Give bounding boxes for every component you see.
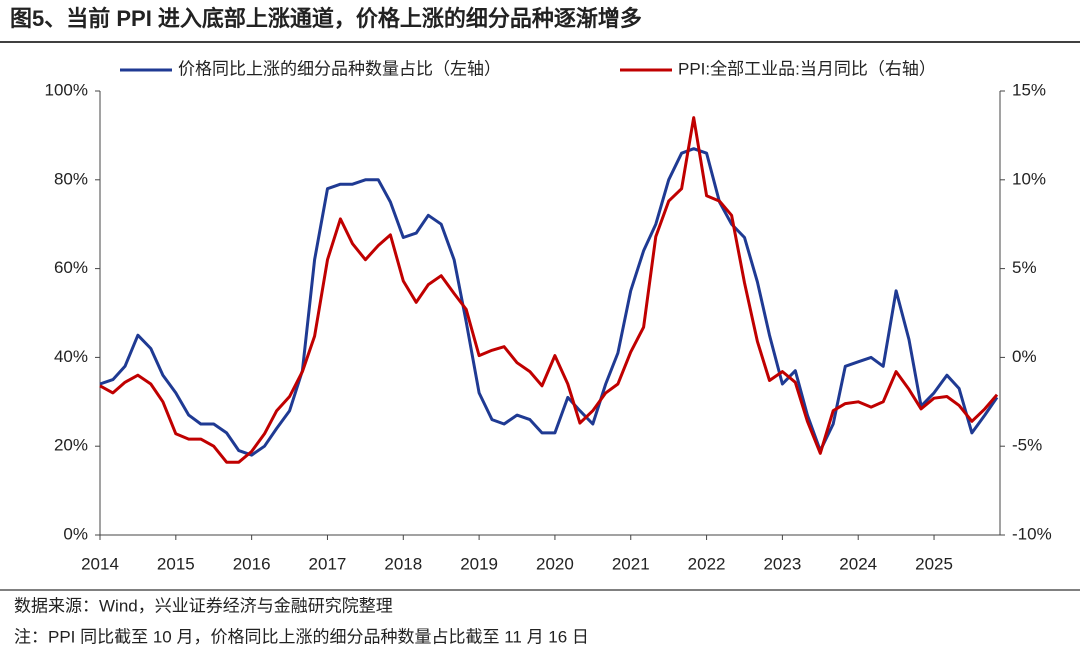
x-tick-label: 2020 bbox=[536, 554, 574, 573]
x-tick-label: 2021 bbox=[612, 554, 650, 573]
y2-tick-label: 5% bbox=[1012, 258, 1037, 277]
x-tick-label: 2018 bbox=[384, 554, 422, 573]
x-tick-label: 2023 bbox=[763, 554, 801, 573]
y2-tick-label: 10% bbox=[1012, 169, 1046, 188]
series-line bbox=[99, 116, 999, 464]
legend-label: 价格同比上涨的细分品种数量占比（左轴） bbox=[178, 59, 501, 78]
x-tick-label: 2015 bbox=[157, 554, 195, 573]
x-tick-label: 2017 bbox=[309, 554, 347, 573]
y2-tick-label: 15% bbox=[1012, 80, 1046, 99]
x-tick-label: 2016 bbox=[233, 554, 271, 573]
x-tick-label: 2022 bbox=[688, 554, 726, 573]
footnote: 注：PPI 同比截至 10 月，价格同比上涨的细分品种数量占比截至 11 月 1… bbox=[14, 627, 589, 646]
x-tick-label: 2025 bbox=[915, 554, 953, 573]
y-tick-label: 100% bbox=[45, 80, 88, 99]
y-tick-label: 40% bbox=[54, 347, 88, 366]
x-tick-label: 2019 bbox=[460, 554, 498, 573]
x-tick-label: 2024 bbox=[839, 554, 877, 573]
y2-tick-label: 0% bbox=[1012, 347, 1037, 366]
y-tick-label: 20% bbox=[54, 436, 88, 455]
series-line bbox=[99, 147, 999, 457]
source-note: 数据来源：Wind，兴业证券经济与金融研究院整理 bbox=[14, 596, 393, 615]
y-tick-label: 0% bbox=[63, 524, 88, 543]
y2-tick-label: -10% bbox=[1012, 524, 1052, 543]
legend-label: PPI:全部工业品:当月同比（右轴） bbox=[678, 59, 936, 78]
chart-title: 图5、当前 PPI 进入底部上涨通道，价格上涨的细分品种逐渐增多 bbox=[10, 6, 642, 31]
y-tick-label: 80% bbox=[54, 169, 88, 188]
x-tick-label: 2014 bbox=[81, 554, 119, 573]
y-tick-label: 60% bbox=[54, 258, 88, 277]
y2-tick-label: -5% bbox=[1012, 436, 1042, 455]
